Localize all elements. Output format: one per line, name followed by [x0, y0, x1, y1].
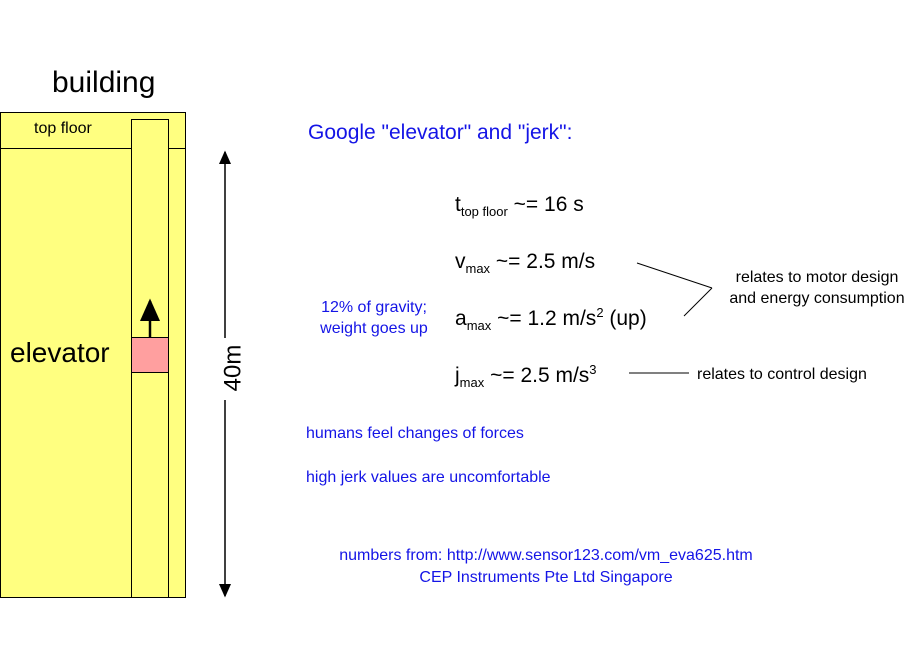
elevator-label: elevator — [10, 337, 110, 368]
formula-a-sub: max — [466, 318, 492, 334]
formula-a-symbol: a — [455, 307, 467, 330]
formula-a-sup: 2 — [596, 305, 604, 320]
formula-a-value: ~= 1.2 m/s — [497, 307, 597, 330]
formula-t-symbol: t — [455, 193, 461, 216]
formula-t-top-floor: ttop floor ~= 16 s — [455, 193, 584, 219]
source-note-line1: numbers from: http://www.sensor123.com/v… — [339, 547, 753, 564]
gravity-note-line1: 12% of gravity; — [321, 299, 427, 316]
formula-j-symbol: j — [455, 364, 460, 387]
formula-v-value: ~= 2.5 m/s — [495, 250, 596, 273]
a-to-motor-connector — [683, 287, 713, 317]
top-floor-label: top floor — [34, 120, 92, 137]
formula-t-value: ~= 16 s — [513, 193, 584, 216]
source-note-line2: CEP Instruments Pte Ltd Singapore — [419, 569, 673, 586]
top-floor-divider — [0, 148, 186, 149]
humans-note-line1: humans feel changes of forces — [306, 425, 524, 442]
control-design-note: relates to control design — [697, 366, 867, 383]
formula-j-value: ~= 2.5 m/s — [490, 364, 590, 387]
motor-note-line2: and energy consumption — [729, 290, 905, 307]
formula-j-sup: 3 — [589, 362, 597, 377]
humans-note: humans feel changes of forces high jerk … — [306, 401, 551, 511]
formula-a-suffix: (up) — [603, 307, 647, 330]
building-title: building — [52, 66, 156, 99]
motor-design-note: relates to motor design and energy consu… — [714, 267, 920, 309]
gravity-note-line2: weight goes up — [320, 320, 428, 337]
formula-v-sub: max — [465, 261, 491, 277]
formula-v-max: vmax ~= 2.5 m/s — [455, 250, 595, 276]
formula-j-max: jmax ~= 2.5 m/s3 — [455, 362, 597, 390]
source-note: numbers from: http://www.sensor123.com/v… — [307, 545, 785, 589]
formula-a-max: amax ~= 1.2 m/s2 (up) — [455, 305, 647, 333]
formula-j-sub: max — [459, 375, 485, 391]
humans-note-line2: high jerk values are uncomfortable — [306, 469, 551, 486]
gravity-note: 12% of gravity; weight goes up — [306, 297, 442, 339]
v-to-motor-connector — [636, 262, 713, 289]
elevator-car — [131, 337, 169, 373]
formula-t-sub: top floor — [460, 204, 508, 220]
google-heading: Google "elevator" and "jerk": — [308, 121, 573, 144]
motor-note-line1: relates to motor design — [735, 269, 899, 286]
formula-v-symbol: v — [455, 250, 466, 273]
